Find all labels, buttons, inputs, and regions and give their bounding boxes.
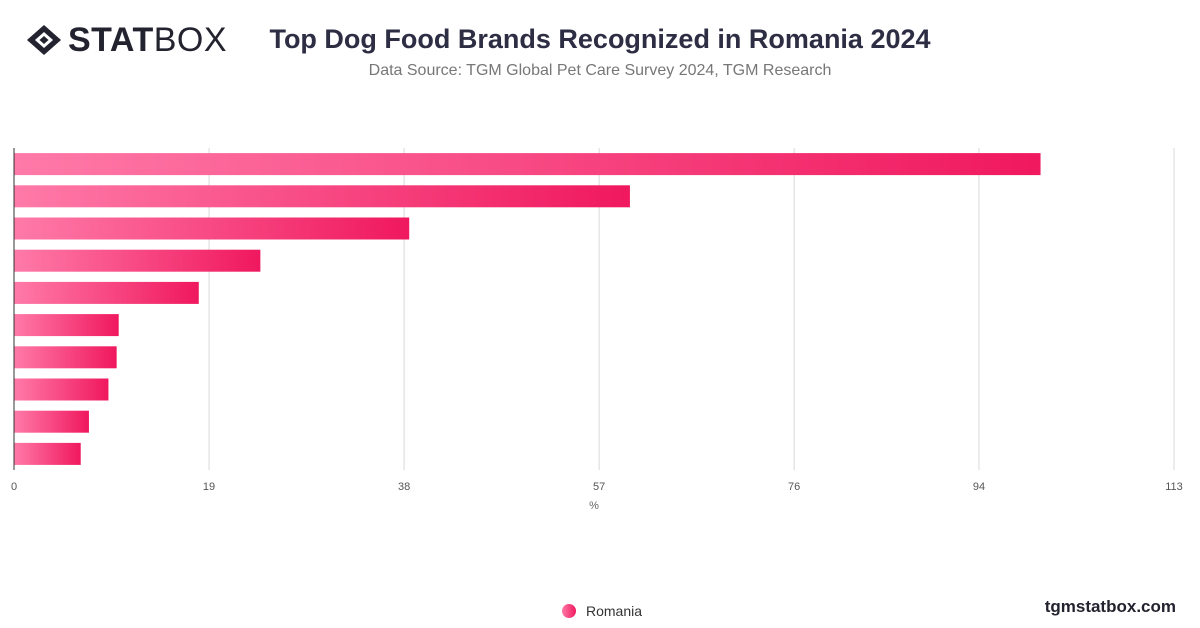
bar[interactable] [14, 378, 109, 401]
bars [14, 153, 1041, 465]
x-axis-label: % [589, 500, 599, 512]
logo-text-light: BOX [153, 21, 228, 59]
x-tick-label: 19 [203, 481, 215, 493]
legend-label: Romania [586, 603, 643, 619]
statbox-logo: STATBOX [26, 22, 227, 58]
chart-subtitle: Data Source: TGM Global Pet Care Survey … [368, 62, 832, 79]
x-tick-label: 113 [1165, 481, 1183, 493]
logo-text-bold: STAT [68, 21, 154, 59]
bar[interactable] [14, 410, 89, 433]
x-tick-label: 94 [973, 481, 985, 493]
bar[interactable] [14, 185, 630, 208]
bar[interactable] [14, 346, 117, 369]
bar[interactable] [14, 217, 410, 240]
chart-title: Top Dog Food Brands Recognized in Romani… [269, 24, 931, 54]
bar[interactable] [14, 249, 261, 272]
x-tick-label: 0 [11, 481, 17, 493]
bar[interactable] [14, 153, 1041, 176]
bar[interactable] [14, 314, 119, 337]
site-url[interactable]: tgmstatbox.com [1044, 597, 1176, 616]
bar[interactable] [14, 442, 81, 465]
logo-text: STATBOX [68, 22, 227, 58]
bar[interactable] [14, 281, 199, 304]
legend-marker [562, 604, 576, 618]
grid-lines [208, 148, 1175, 470]
x-tick-label: 57 [593, 481, 605, 493]
statbox-diamond-icon [27, 25, 61, 55]
x-tick-label: 38 [398, 481, 410, 493]
legend[interactable]: Romania [562, 603, 642, 619]
x-axis-ticks: 0 19 38 57 76 94 113 [11, 481, 1183, 493]
x-tick-label: 76 [788, 481, 800, 493]
